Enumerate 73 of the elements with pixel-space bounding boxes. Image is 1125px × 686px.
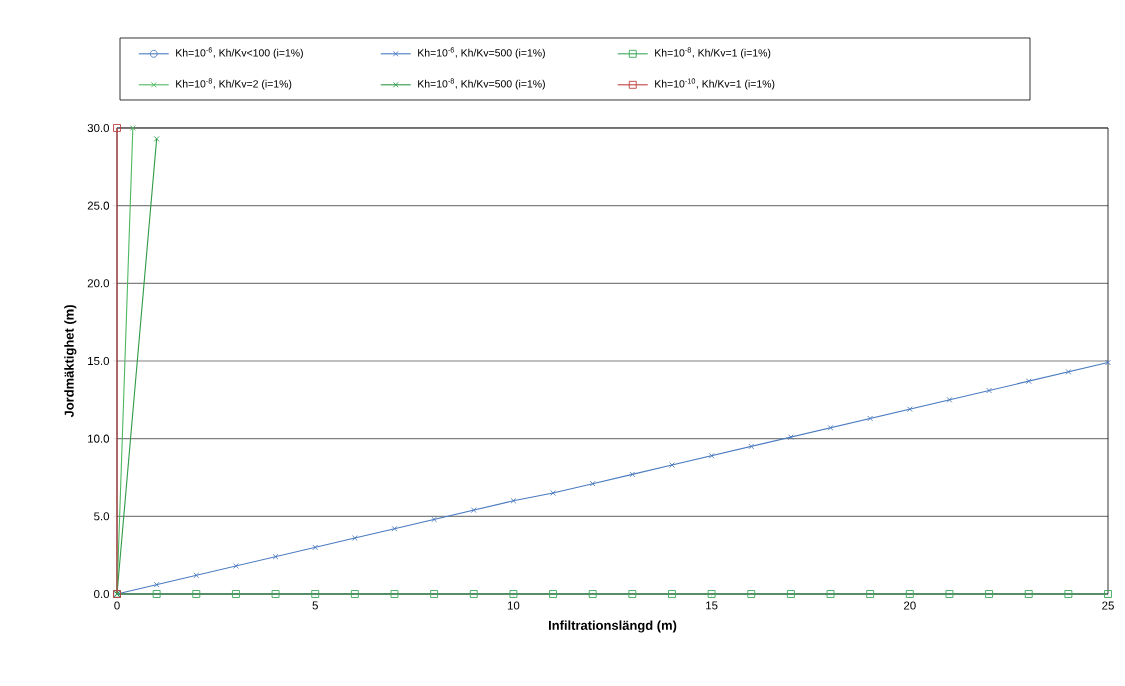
x-tick-label: 20: [904, 601, 916, 610]
legend-label: Kh=10$^{-8}$, Kh/Kv=1 (i=1%): [655, 47, 771, 59]
point: [469, 590, 478, 598]
point: [905, 590, 914, 598]
point: [708, 452, 715, 459]
legend-label: Kh=10$^{-6}$, Kh/Kv<100 (i=1%): [176, 47, 303, 59]
point: [867, 415, 874, 422]
point: [470, 507, 477, 514]
point: [549, 590, 557, 598]
point: [628, 590, 637, 598]
point: [1105, 359, 1111, 366]
point: [589, 480, 596, 487]
legend-label: Kh=10$^{-6}$, Kh/Kv=500 (i=1%): [418, 47, 545, 59]
point: [1064, 590, 1073, 598]
point: [431, 516, 438, 523]
x-axis-title: Infiltrationslängd (m): [548, 620, 677, 633]
point: [945, 590, 954, 598]
x-tick-label: 25: [1102, 601, 1114, 610]
point: [231, 590, 240, 598]
y-tick-label: 25.0: [87, 201, 110, 210]
point: [826, 590, 835, 598]
point: [747, 590, 756, 598]
legend-label: Kh=10$^{-8}$, Kh/Kv=500 (i=1%): [418, 78, 545, 90]
point: [748, 443, 755, 450]
point: [233, 563, 239, 569]
point: [430, 590, 439, 598]
point: [153, 135, 160, 142]
legend-label: Kh=10$^{-8}$, Kh/Kv=2 (i=1%): [176, 78, 292, 90]
x-tick-label: 15: [706, 601, 718, 610]
point: [668, 590, 676, 598]
point: [588, 590, 597, 598]
point: [350, 590, 359, 598]
y-tick-label: 20.0: [87, 279, 110, 288]
y-tick-label: 15.0: [88, 356, 110, 366]
point: [669, 462, 675, 468]
point: [1024, 590, 1033, 598]
point: [311, 590, 320, 598]
point: [391, 525, 398, 532]
point: [192, 590, 201, 598]
y-tick-label: 5.0: [94, 512, 110, 521]
point: [153, 581, 160, 588]
point: [906, 406, 913, 413]
x-tick-label: 0: [114, 601, 120, 610]
point: [707, 590, 716, 598]
point: [1065, 368, 1072, 375]
y-tick-label: 30.0: [87, 123, 110, 133]
point: [351, 535, 358, 541]
point: [152, 590, 161, 598]
point: [787, 434, 794, 441]
x-tick-label: 10: [507, 601, 520, 610]
point: [272, 553, 279, 560]
point: [629, 471, 636, 478]
point: [985, 590, 994, 598]
y-axis-title: Jordmäktighet (m): [64, 305, 77, 418]
point: [312, 544, 319, 551]
point: [1104, 590, 1112, 598]
point: [193, 572, 200, 579]
x-tick-label: 5: [312, 601, 318, 610]
point: [129, 125, 136, 131]
y-tick-label: 10.0: [88, 434, 110, 443]
y-tick-label: 0.0: [94, 589, 110, 599]
point: [866, 590, 875, 598]
point: [946, 396, 953, 403]
point: [509, 590, 518, 598]
point: [827, 424, 834, 431]
point: [271, 590, 280, 598]
legend-label: Kh=10$^{-10}$, Kh/Kv=1 (i=1%): [655, 78, 775, 90]
point: [510, 497, 517, 504]
point: [786, 590, 795, 598]
point: [986, 387, 993, 394]
point: [390, 590, 399, 598]
point: [113, 124, 121, 132]
point: [1025, 378, 1032, 385]
